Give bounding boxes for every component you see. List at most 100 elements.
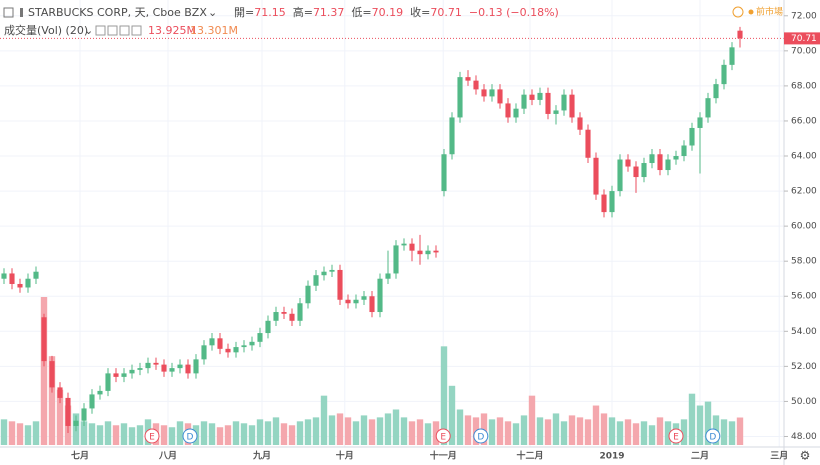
candle-body bbox=[529, 94, 535, 100]
volume-bar bbox=[480, 413, 488, 445]
event-marker bbox=[705, 428, 721, 444]
candle-body bbox=[505, 103, 511, 118]
candle-body bbox=[689, 127, 695, 146]
collapse-icon[interactable] bbox=[3, 7, 14, 18]
volume-bar bbox=[664, 421, 672, 445]
candle-body bbox=[481, 89, 487, 97]
candle-body bbox=[25, 278, 31, 288]
candle-body bbox=[57, 387, 63, 398]
candle-body bbox=[449, 117, 455, 155]
dropdown[interactable]: ⌄ bbox=[84, 24, 93, 37]
candle-body bbox=[665, 159, 671, 171]
settings-gear[interactable]: ⚙ bbox=[800, 449, 811, 463]
y-tick-label: 64.00 bbox=[791, 152, 817, 162]
x-tick-label: 二月 bbox=[691, 451, 709, 462]
candle-body bbox=[97, 390, 103, 395]
volume-bar bbox=[448, 385, 456, 445]
alert-icon[interactable] bbox=[732, 6, 744, 18]
volume-bar bbox=[736, 417, 744, 445]
candle-body bbox=[393, 245, 399, 274]
candle-body bbox=[705, 98, 711, 118]
candle-body bbox=[337, 269, 343, 300]
candle-body bbox=[425, 250, 431, 255]
volume-bar bbox=[456, 409, 464, 445]
ohlc-value: 收=70.71 bbox=[410, 5, 462, 19]
volume-bar bbox=[544, 419, 552, 445]
candle-body bbox=[145, 362, 151, 369]
event-label: E bbox=[149, 433, 155, 443]
candle-body bbox=[49, 361, 55, 388]
drag-handle[interactable] bbox=[20, 8, 23, 17]
add-icon[interactable] bbox=[119, 25, 130, 36]
candle-body bbox=[241, 345, 247, 348]
x-tick-label: 九月 bbox=[252, 450, 271, 462]
volume-bar bbox=[120, 423, 128, 445]
volume-bar bbox=[48, 356, 56, 445]
event-marker bbox=[473, 428, 489, 444]
volume-bar bbox=[216, 427, 224, 445]
x-tick-label: 三月 bbox=[770, 451, 788, 462]
volume-bar bbox=[424, 423, 432, 445]
candle-body bbox=[441, 154, 447, 192]
candle-body bbox=[225, 348, 231, 353]
candle-body bbox=[457, 77, 463, 118]
y-tick-label: 52.00 bbox=[791, 362, 817, 372]
volume-bar bbox=[656, 417, 664, 445]
volume-bar bbox=[416, 419, 424, 445]
candle-body bbox=[521, 94, 527, 109]
volume-bar bbox=[504, 421, 512, 445]
volume-bar bbox=[32, 421, 40, 445]
settings-icon[interactable] bbox=[107, 25, 118, 36]
volume-bar bbox=[568, 415, 576, 445]
candle-body bbox=[657, 154, 663, 171]
volume-bar bbox=[360, 415, 368, 445]
event-label: D bbox=[709, 433, 716, 443]
volume-bar bbox=[312, 417, 320, 445]
candle-body bbox=[649, 154, 655, 164]
candle-body bbox=[257, 333, 263, 342]
volume-bar bbox=[176, 421, 184, 445]
symbol: STARBUCKS CORP, 天, Cboe BZX bbox=[28, 6, 207, 19]
volume-bar bbox=[352, 421, 360, 445]
volume-bar bbox=[696, 405, 704, 445]
volume-bar bbox=[400, 417, 408, 445]
volume-bar bbox=[512, 423, 520, 445]
event-label: D bbox=[477, 433, 484, 443]
volume-bar bbox=[208, 423, 216, 445]
y-tick-label: 56.00 bbox=[791, 292, 817, 302]
candle-body bbox=[353, 299, 359, 304]
candle-body bbox=[113, 373, 119, 377]
candle-body bbox=[209, 338, 215, 346]
volume-bar bbox=[648, 425, 656, 445]
eye-icon[interactable] bbox=[95, 25, 106, 36]
candle-body bbox=[121, 373, 127, 377]
volume-bar bbox=[272, 417, 280, 445]
volume-bar bbox=[8, 421, 16, 445]
volume-bar bbox=[80, 421, 88, 445]
volume-bar bbox=[16, 423, 24, 445]
close-icon[interactable] bbox=[131, 25, 142, 36]
volume-bar bbox=[232, 421, 240, 445]
volume-bar bbox=[688, 393, 696, 445]
candle-body bbox=[593, 157, 599, 195]
candle-body bbox=[273, 312, 279, 321]
dropdown[interactable]: ⌄ bbox=[208, 6, 217, 19]
candle-body bbox=[33, 271, 39, 279]
candle-body bbox=[177, 364, 183, 369]
volume-bar bbox=[600, 413, 608, 445]
candle-body bbox=[369, 296, 375, 313]
candle-body bbox=[105, 373, 111, 391]
candle-body bbox=[185, 364, 191, 374]
candle-body bbox=[153, 362, 159, 365]
candle-body bbox=[289, 313, 295, 321]
volume-bar bbox=[616, 421, 624, 445]
candle-body bbox=[201, 345, 207, 360]
volume-bar bbox=[488, 419, 496, 445]
candle-body bbox=[609, 191, 615, 213]
volume-bar bbox=[704, 401, 712, 445]
volume-bar bbox=[88, 423, 96, 445]
candle-body bbox=[321, 271, 327, 276]
